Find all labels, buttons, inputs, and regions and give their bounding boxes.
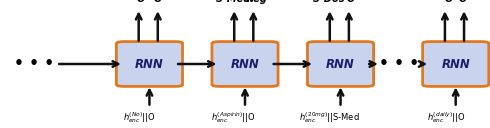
FancyBboxPatch shape xyxy=(308,42,373,86)
Text: O: O xyxy=(459,0,467,4)
Text: S–Dos: S–Dos xyxy=(313,0,345,4)
Text: $h^{(20mg)}_{enc}$||S-Med: $h^{(20mg)}_{enc}$||S-Med xyxy=(299,111,360,125)
FancyBboxPatch shape xyxy=(117,42,182,86)
Text: RNN: RNN xyxy=(441,57,470,71)
Text: RNN: RNN xyxy=(231,57,259,71)
Text: RNN: RNN xyxy=(135,57,164,71)
Text: RNN: RNN xyxy=(326,57,355,71)
Text: $h^{(daily)}_{enc}$||O: $h^{(daily)}_{enc}$||O xyxy=(427,111,465,125)
FancyBboxPatch shape xyxy=(422,42,489,86)
Text: O: O xyxy=(346,0,354,4)
Text: $h^{(No)}_{enc}$||O: $h^{(No)}_{enc}$||O xyxy=(123,111,156,125)
Text: $h^{(Aspirin)}_{enc}$||O: $h^{(Aspirin)}_{enc}$||O xyxy=(211,111,256,125)
FancyBboxPatch shape xyxy=(212,42,278,86)
Text: • • •: • • • xyxy=(379,56,419,72)
Text: O: O xyxy=(137,0,145,4)
Text: Neg: Neg xyxy=(245,0,267,4)
Text: O: O xyxy=(154,0,162,4)
Text: S–Med: S–Med xyxy=(216,0,251,4)
Text: O: O xyxy=(444,0,452,4)
Text: • • •: • • • xyxy=(14,56,54,72)
